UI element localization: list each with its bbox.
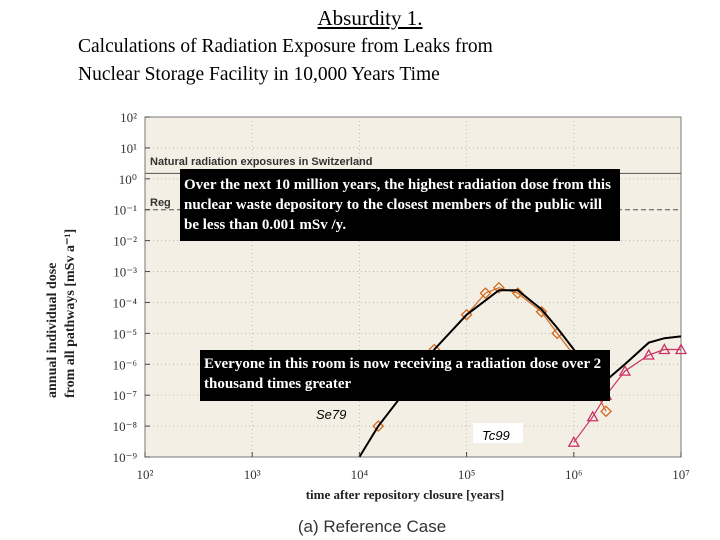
callout-current-dose: Everyone in this room is now receiving a…	[200, 350, 610, 401]
x-tick-label: 10⁶	[565, 467, 583, 482]
data-point	[674, 343, 688, 355]
y-tick-label: 10⁻⁹	[113, 450, 138, 465]
y-tick-label: 10²	[120, 110, 137, 125]
y-tick-label: 10¹	[120, 141, 137, 156]
y-axis-label-line-1: annual individual dose	[45, 262, 60, 398]
y-tick-label: 10⁻³	[113, 265, 137, 280]
data-point	[567, 435, 580, 447]
slide-subtitle-line-2: Nuclear Storage Facility in 10,000 Years…	[78, 64, 440, 85]
y-tick-label: 10⁰	[119, 172, 137, 187]
series-label-se79: Se79	[316, 407, 346, 422]
data-point	[642, 348, 655, 360]
slide-title: Absurdity 1.	[317, 6, 423, 30]
ref-label-reg: Reg	[150, 197, 171, 209]
y-axis-label: annual individual dose from all pathways…	[44, 229, 80, 398]
series-label-tc99: Tc99	[482, 428, 510, 443]
x-tick-label: 10³	[244, 467, 261, 482]
data-point	[479, 287, 492, 300]
data-point	[372, 420, 385, 433]
data-point	[511, 287, 524, 300]
y-tick-label: 10⁻⁵	[113, 326, 137, 341]
data-point	[618, 364, 632, 376]
x-tick-label: 10²	[137, 467, 154, 482]
y-tick-label: 10⁻⁸	[113, 419, 138, 434]
x-tick-label: 10⁵	[458, 467, 476, 482]
slide-subtitle-line-1: Calculations of Radiation Exposure from …	[78, 36, 493, 57]
callout-highest-dose: Over the next 10 million years, the high…	[180, 169, 620, 241]
data-point	[586, 410, 599, 422]
y-axis-label-line-2: from all pathways [mSv a⁻¹]	[63, 228, 78, 398]
y-tick-label: 10⁻⁴	[113, 295, 138, 310]
y-tick-label: 10⁻²	[113, 234, 137, 249]
tc99-label-background	[473, 423, 523, 443]
y-tick-label: 10⁻⁷	[113, 388, 137, 403]
data-point	[492, 281, 505, 294]
series-line-tc99	[573, 348, 681, 443]
plot-area	[144, 116, 682, 458]
chart-caption: (a) Reference Case	[298, 517, 446, 536]
x-axis-label: time after repository closure [years]	[306, 487, 505, 502]
x-tick-label: 10⁴	[351, 467, 369, 482]
data-point	[535, 305, 548, 318]
x-tick-label: 10⁷	[672, 467, 690, 482]
data-point	[600, 405, 612, 418]
y-tick-label: 10⁻¹	[113, 203, 137, 218]
data-point	[658, 343, 671, 355]
y-tick-label: 10⁻⁶	[113, 357, 137, 372]
ref-label-natural: Natural radiation exposures in Switzerla…	[150, 156, 373, 168]
